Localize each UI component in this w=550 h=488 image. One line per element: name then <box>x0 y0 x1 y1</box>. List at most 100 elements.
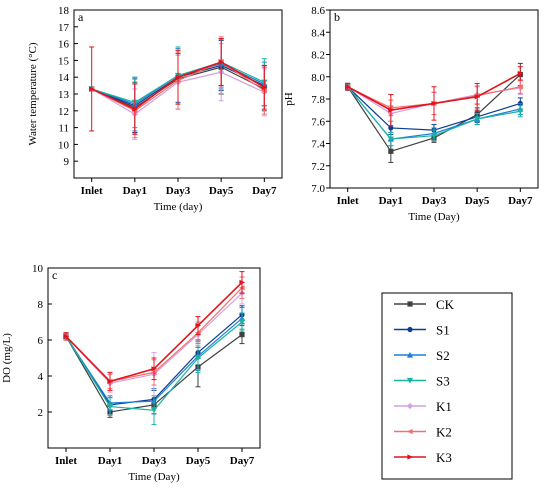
legend-box <box>381 292 513 480</box>
legend-item-s2: S2 <box>394 348 450 363</box>
y-tick-label: 8.0 <box>311 72 325 84</box>
panel-c-dissolved-oxygen: 2 4 6 8 10 Inlet Day1 Day3 Day5 Day7 Time (Day) DO … <box>1 263 261 483</box>
legend-marker <box>407 326 413 333</box>
point-marker <box>132 106 138 112</box>
point-marker <box>388 125 394 131</box>
x-tick-label: Day3 <box>166 185 191 197</box>
legend-marker <box>407 301 413 307</box>
x-tick-label: Inlet <box>55 455 77 467</box>
y-axis-title: pH <box>283 92 295 106</box>
y-tick-label: 16 <box>58 39 70 51</box>
legend-item-k1: K1 <box>394 399 452 414</box>
point-marker <box>106 404 114 410</box>
legend-item-k3: K3 <box>394 450 452 465</box>
series-k3 <box>89 38 268 135</box>
y-tick-label: 8.4 <box>311 27 325 39</box>
y-tick-label: 7.0 <box>311 183 325 195</box>
y-tick-label: 17 <box>58 22 70 34</box>
point-marker <box>195 323 202 329</box>
x-tick-label: Day5 <box>465 195 490 207</box>
y-tick-label: 14 <box>58 72 70 84</box>
panel-a-water-temperature: 9 10 11 12 13 14 15 16 17 18 Inlet Day1 Day3 Day5 Day7… <box>27 5 283 213</box>
series-k3 <box>345 66 524 127</box>
point-marker <box>107 378 114 384</box>
y-tick-label: 9 <box>64 156 70 168</box>
legend-label: S3 <box>436 374 450 389</box>
series-k3 <box>63 271 246 391</box>
y-axis-title: Water temperature (°C) <box>27 42 39 145</box>
legend-item-k2: K2 <box>394 425 452 440</box>
x-tick-label: Day1 <box>98 455 122 467</box>
x-tick-label: Day1 <box>379 195 403 207</box>
legend-marker <box>407 454 414 460</box>
point-marker <box>517 70 524 77</box>
point-marker <box>194 355 202 362</box>
panel-label: b <box>334 10 340 24</box>
y-tick-label: 2 <box>38 407 44 419</box>
series-s3 <box>344 82 524 147</box>
point-marker <box>388 107 394 113</box>
point-marker <box>63 333 70 339</box>
x-axis-title: Time (Day) <box>128 471 180 483</box>
point-marker <box>474 116 481 123</box>
point-marker <box>238 319 246 326</box>
point-marker <box>430 133 438 139</box>
y-tick-label: 8.6 <box>311 5 325 17</box>
panel-label: c <box>52 268 57 282</box>
y-tick-label: 13 <box>58 89 70 101</box>
point-marker <box>239 332 245 338</box>
legend-label: S2 <box>436 348 450 363</box>
point-marker <box>517 108 524 115</box>
x-tick-label: Day3 <box>422 195 447 207</box>
y-tick-label: 10 <box>58 139 70 151</box>
point-marker <box>431 100 438 107</box>
y-tick-label: 7.6 <box>311 116 325 128</box>
legend-item-ck: CK <box>394 297 455 312</box>
y-tick-label: 10 <box>32 263 44 275</box>
x-tick-label: Day3 <box>142 455 167 467</box>
legend-label: K3 <box>436 450 452 465</box>
point-marker <box>261 84 268 90</box>
legend-label: CK <box>436 297 455 312</box>
point-marker <box>175 74 182 80</box>
y-tick-label: 7.2 <box>311 161 325 173</box>
x-tick-label: Day5 <box>186 455 211 467</box>
y-tick-label: 8 <box>38 299 44 311</box>
y-tick-label: 8.2 <box>311 50 325 62</box>
y-tick-label: 7.8 <box>311 94 325 106</box>
point-marker <box>218 59 225 65</box>
y-tick-label: 15 <box>58 55 70 67</box>
point-marker <box>89 86 95 92</box>
x-tick-label: Day1 <box>123 185 147 197</box>
point-marker <box>151 366 158 372</box>
panel-b-ph: 7.0 7.2 7.4 7.6 7.8 8.0 8.2 8.4 8.6 Inlet Day1 Day3… <box>283 5 539 223</box>
y-tick-label: 6 <box>38 335 44 347</box>
y-axis-title: DO (mg/L) <box>1 333 13 383</box>
y-tick-label: 7.4 <box>311 139 325 151</box>
legend-label: S1 <box>436 323 450 338</box>
y-tick-label: 11 <box>58 123 69 135</box>
legend-item-s1: S1 <box>394 323 450 338</box>
point-marker <box>345 84 351 90</box>
point-marker <box>387 136 394 143</box>
x-tick-label: Day7 <box>252 185 277 197</box>
panel-label: a <box>78 10 84 24</box>
x-tick-label: Day7 <box>230 455 255 467</box>
legend: CK S1 S2 S3 K1 K2 K3 <box>381 292 513 480</box>
x-tick-label: Inlet <box>337 195 359 207</box>
point-marker <box>517 84 523 90</box>
legend-marker <box>406 351 414 358</box>
x-tick-label: Day7 <box>508 195 533 207</box>
legend-label: K2 <box>436 425 452 440</box>
point-marker <box>239 279 246 285</box>
y-tick-label: 4 <box>38 371 44 383</box>
point-marker <box>474 94 481 100</box>
y-tick-label: 12 <box>58 106 69 118</box>
x-axis-title: Time (Day) <box>408 211 460 223</box>
legend-marker <box>406 428 413 435</box>
legend-label: K1 <box>436 399 452 414</box>
x-tick-label: Inlet <box>81 185 103 197</box>
point-marker <box>150 407 158 414</box>
point-marker <box>388 148 394 154</box>
